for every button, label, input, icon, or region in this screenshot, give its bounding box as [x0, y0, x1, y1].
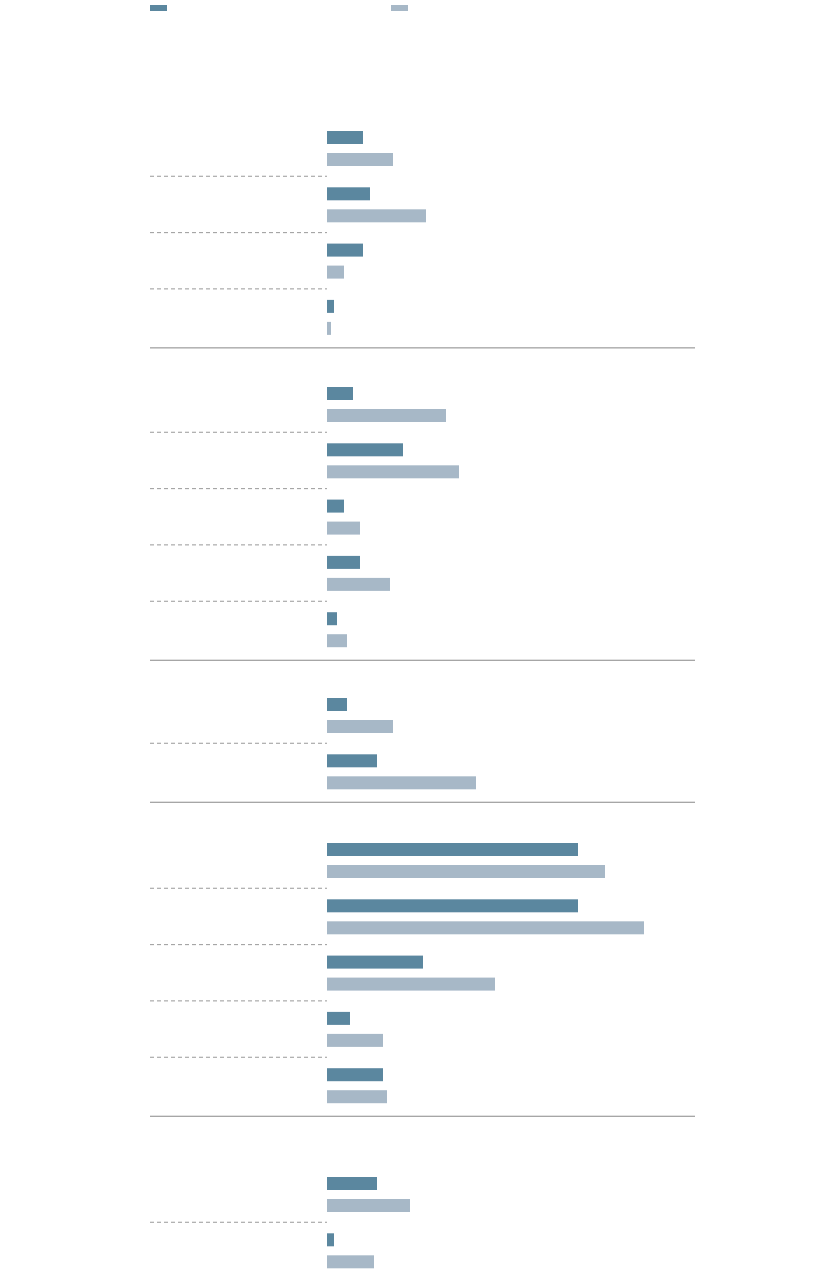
bar — [327, 865, 605, 878]
bar — [327, 1233, 334, 1247]
bar — [327, 899, 578, 913]
bar — [327, 921, 644, 935]
bar — [327, 153, 393, 166]
legend-swatch — [150, 5, 167, 11]
bar — [327, 499, 344, 513]
bar — [327, 577, 390, 591]
bar — [327, 612, 337, 626]
bar — [327, 977, 495, 991]
bar — [327, 321, 331, 335]
bar — [327, 187, 370, 201]
bar — [327, 409, 446, 422]
bar — [327, 698, 347, 711]
bar — [327, 1090, 387, 1104]
bar — [327, 776, 476, 790]
legend-swatch — [391, 5, 408, 11]
bar — [327, 754, 377, 768]
bar — [327, 1011, 350, 1025]
bar — [327, 387, 353, 400]
bar — [327, 1177, 377, 1190]
bar — [327, 555, 360, 569]
bar — [327, 1199, 410, 1212]
bar — [327, 299, 334, 313]
bar — [327, 243, 363, 257]
bar — [327, 209, 426, 223]
bar — [327, 1255, 374, 1269]
bar — [327, 720, 393, 733]
bar — [327, 265, 344, 279]
bar — [327, 465, 459, 479]
bar — [327, 1033, 383, 1047]
bar — [327, 131, 363, 144]
bar — [327, 955, 423, 969]
bar — [327, 521, 360, 535]
bar — [327, 443, 403, 457]
bar — [327, 634, 347, 648]
bar — [327, 1068, 383, 1082]
bar — [327, 843, 578, 856]
